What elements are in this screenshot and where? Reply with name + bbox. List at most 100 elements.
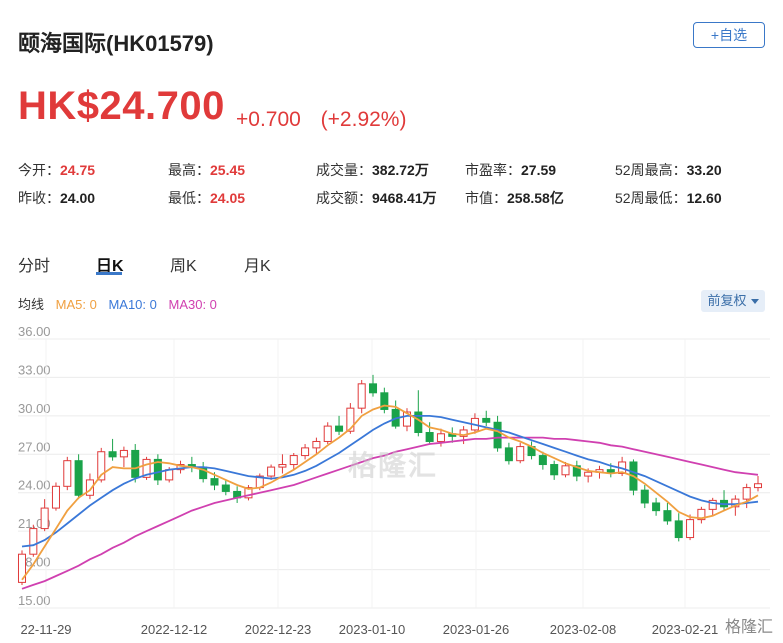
stat-52w-low: 52周最低：12.60 — [615, 188, 722, 208]
stat-market-cap-label: 市值： — [465, 190, 507, 206]
kline-chart[interactable]: 36.0033.0030.0027.0024.0021.0018.0015.00… — [0, 325, 783, 643]
candle-body — [40, 507, 49, 530]
candle-body — [459, 429, 468, 437]
tab-intraday[interactable]: 分时 — [18, 258, 51, 275]
ma30-legend: MA30: 0 — [168, 297, 217, 312]
candle-body — [278, 464, 287, 468]
candle-body — [742, 487, 751, 500]
stats-row-2: 昨收：24.00 最低：24.05 成交额：9468.41万 市值：258.58… — [18, 188, 778, 216]
x-tick-label: 2023-02-21 — [652, 622, 719, 637]
candle-body — [436, 433, 445, 442]
candle-body — [504, 447, 513, 462]
candle-body — [561, 465, 570, 476]
y-tick-label: 27.00 — [18, 439, 51, 454]
stat-prev-close-label: 昨收： — [18, 190, 60, 206]
stock-title: 颐海国际(HK01579) — [18, 31, 214, 56]
candle-body — [301, 447, 310, 457]
candle-body — [244, 487, 253, 499]
stat-pe-label: 市盈率： — [465, 162, 521, 178]
candle-body — [312, 440, 321, 449]
stat-low-value: 24.05 — [210, 190, 246, 206]
candle-body — [686, 519, 695, 539]
candle-body — [640, 489, 649, 504]
candle-body — [708, 499, 717, 510]
candle-body — [267, 466, 276, 477]
stat-open-label: 今开： — [18, 162, 60, 178]
tab-monthly-k[interactable]: 月K — [244, 258, 271, 275]
candle-body — [538, 455, 547, 466]
candle-body — [369, 383, 378, 394]
ma5-legend: MA5: 0 — [55, 297, 97, 312]
candle-body — [652, 502, 661, 512]
candle-body — [380, 392, 389, 410]
candle-body — [85, 479, 94, 496]
y-tick-label: 33.00 — [18, 362, 51, 377]
ma5-line — [21, 404, 759, 581]
candle-body — [482, 417, 491, 423]
stat-high-label: 最高： — [168, 162, 210, 178]
stat-open: 今开：24.75 — [18, 160, 95, 180]
ma10-legend: MA10: 0 — [108, 297, 157, 312]
adjust-label: 前复权 — [707, 293, 747, 308]
ma10-line — [21, 415, 759, 548]
stat-high: 最高：25.45 — [168, 160, 245, 180]
stat-52w-high-value: 33.20 — [686, 162, 722, 178]
stat-volume-value: 382.72万 — [372, 162, 429, 178]
stat-low-label: 最低： — [168, 190, 210, 206]
candle-body — [29, 528, 38, 555]
y-tick-label: 24.00 — [18, 478, 51, 493]
candle-body — [425, 432, 434, 442]
add-watchlist-button[interactable]: +自选 — [693, 22, 765, 48]
stat-low: 最低：24.05 — [168, 188, 245, 208]
tab-weekly-k[interactable]: 周K — [170, 258, 197, 275]
x-tick-label: 2023-01-10 — [339, 622, 406, 637]
x-tick-label: 2023-02-08 — [550, 622, 617, 637]
candle-body — [335, 425, 344, 432]
candle-body — [97, 451, 106, 481]
caret-down-icon — [750, 299, 759, 305]
candle-body — [346, 407, 355, 432]
candle-body — [584, 471, 593, 477]
candle-body — [210, 478, 219, 486]
candle-body — [550, 464, 559, 476]
active-tab-indicator — [96, 272, 122, 275]
candle-body — [142, 458, 151, 478]
stat-volume-label: 成交量： — [316, 162, 372, 178]
candle-body — [51, 485, 60, 509]
candle-body — [516, 446, 525, 462]
stat-52w-high: 52周最高：33.20 — [615, 160, 722, 180]
candle-body — [63, 460, 72, 487]
current-price: HK$24.700 — [18, 84, 225, 128]
candle-body — [119, 449, 128, 458]
candle-body — [402, 411, 411, 427]
x-tick-label: 2023-01-26 — [443, 622, 510, 637]
watermark-text: 格隆汇 — [348, 450, 439, 481]
candle-body — [153, 458, 162, 481]
stat-52w-high-label: 52周最高： — [615, 162, 687, 178]
stat-turnover: 成交额：9468.41万 — [316, 188, 437, 208]
change-amount: +0.700 — [236, 108, 301, 131]
y-tick-label: 36.00 — [18, 325, 51, 339]
tab-daily-k[interactable]: 日K — [96, 258, 124, 275]
y-tick-label: 15.00 — [18, 593, 51, 608]
stat-prev-close: 昨收：24.00 — [18, 188, 95, 208]
stat-turnover-label: 成交额： — [316, 190, 372, 206]
candle-body — [74, 460, 83, 496]
ma-legend: 均线 MA5: 0 MA10: 0 MA30: 0 — [18, 294, 225, 313]
stat-pe-value: 27.59 — [521, 162, 557, 178]
stat-open-value: 24.75 — [60, 162, 96, 178]
stats-row-1: 今开：24.75 最高：25.45 成交量：382.72万 市盈率：27.59 … — [18, 160, 778, 188]
stat-prev-close-value: 24.00 — [60, 190, 96, 206]
stat-market-cap: 市值：258.58亿 — [465, 188, 564, 208]
candle-body — [663, 510, 672, 522]
stat-turnover-value: 9468.41万 — [372, 190, 437, 206]
ma-legend-label: 均线 — [18, 297, 45, 312]
stat-volume: 成交量：382.72万 — [316, 160, 429, 180]
brand-logo-text: 格隆汇 — [720, 611, 777, 639]
candle-body — [131, 449, 140, 478]
x-tick-label: 22-11-29 — [20, 622, 71, 637]
stat-52w-low-label: 52周最低： — [615, 190, 687, 206]
ma30-line — [21, 436, 759, 590]
adjust-dropdown[interactable]: 前复权 — [701, 290, 765, 312]
stat-high-value: 25.45 — [210, 162, 246, 178]
